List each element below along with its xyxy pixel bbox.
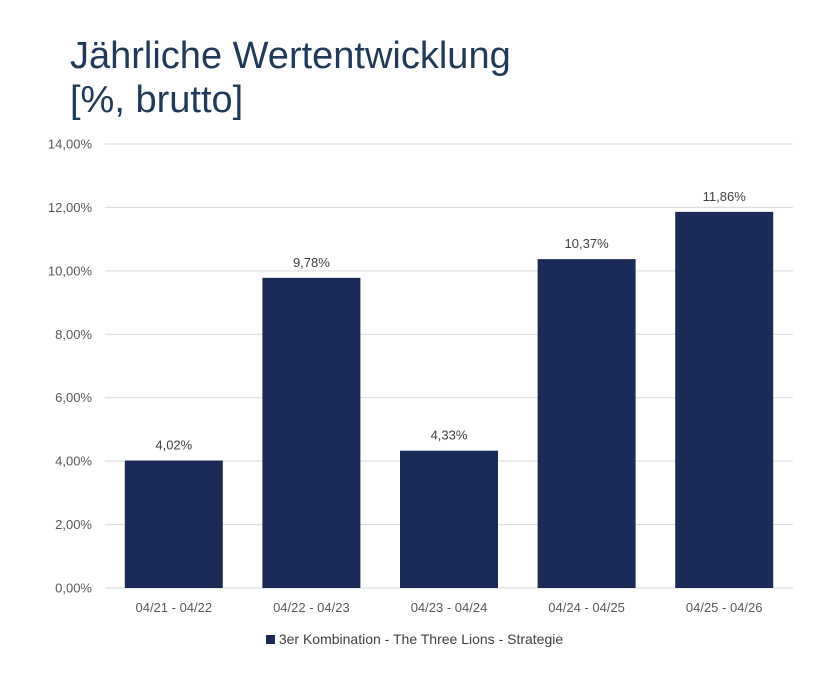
chart-title-line-2: [%, brutto] bbox=[70, 79, 244, 121]
bar bbox=[537, 259, 636, 588]
data-label: 11,86% bbox=[703, 189, 747, 204]
y-tick-label: 8,00% bbox=[55, 327, 92, 342]
legend-swatch bbox=[265, 634, 275, 644]
y-tick-label: 10,00% bbox=[48, 263, 93, 278]
y-tick-label: 0,00% bbox=[55, 581, 92, 596]
legend: 3er Kombination - The Three Lions - Stra… bbox=[0, 631, 829, 647]
y-tick-label: 2,00% bbox=[55, 517, 92, 532]
x-tick-label: 04/24 - 04/25 bbox=[548, 600, 625, 615]
x-tick-label: 04/22 - 04/23 bbox=[273, 600, 350, 615]
bars bbox=[124, 211, 774, 588]
bar bbox=[262, 277, 361, 588]
y-tick-label: 12,00% bbox=[48, 200, 93, 215]
bar bbox=[400, 450, 498, 588]
y-tick-label: 4,00% bbox=[55, 454, 92, 469]
bar bbox=[675, 211, 774, 588]
chart-title: Jährliche Wertentwicklung [%, brutto] bbox=[70, 34, 511, 122]
legend-label: 3er Kombination - The Three Lions - Stra… bbox=[278, 631, 564, 647]
bar bbox=[124, 460, 223, 588]
data-label: 4,33% bbox=[431, 428, 468, 443]
data-label: 10,37% bbox=[565, 236, 610, 251]
x-tick-label: 04/23 - 04/24 bbox=[411, 600, 488, 615]
chart-title-line-1: Jährliche Wertentwicklung bbox=[70, 35, 511, 77]
x-axis-ticks: 04/21 - 04/22 04/22 - 04/23 04/23 - 04/24 0… bbox=[135, 600, 762, 615]
y-tick-label: 6,00% bbox=[55, 390, 92, 405]
x-tick-label: 04/21 - 04/22 bbox=[135, 600, 212, 615]
y-axis-ticks: 0,00% 2,00% 4,00% 6,00% 8,00% 10,00% 12,00% 14,… bbox=[48, 137, 93, 596]
data-label: 4,02% bbox=[155, 438, 192, 453]
data-label: 9,78% bbox=[293, 255, 330, 270]
x-tick-label: 04/25 - 04/26 bbox=[686, 600, 763, 615]
data-labels: 4,02% 9,78% 4,33% 10,37% 11,86% bbox=[155, 189, 746, 453]
y-tick-label: 14,00% bbox=[48, 137, 93, 152]
